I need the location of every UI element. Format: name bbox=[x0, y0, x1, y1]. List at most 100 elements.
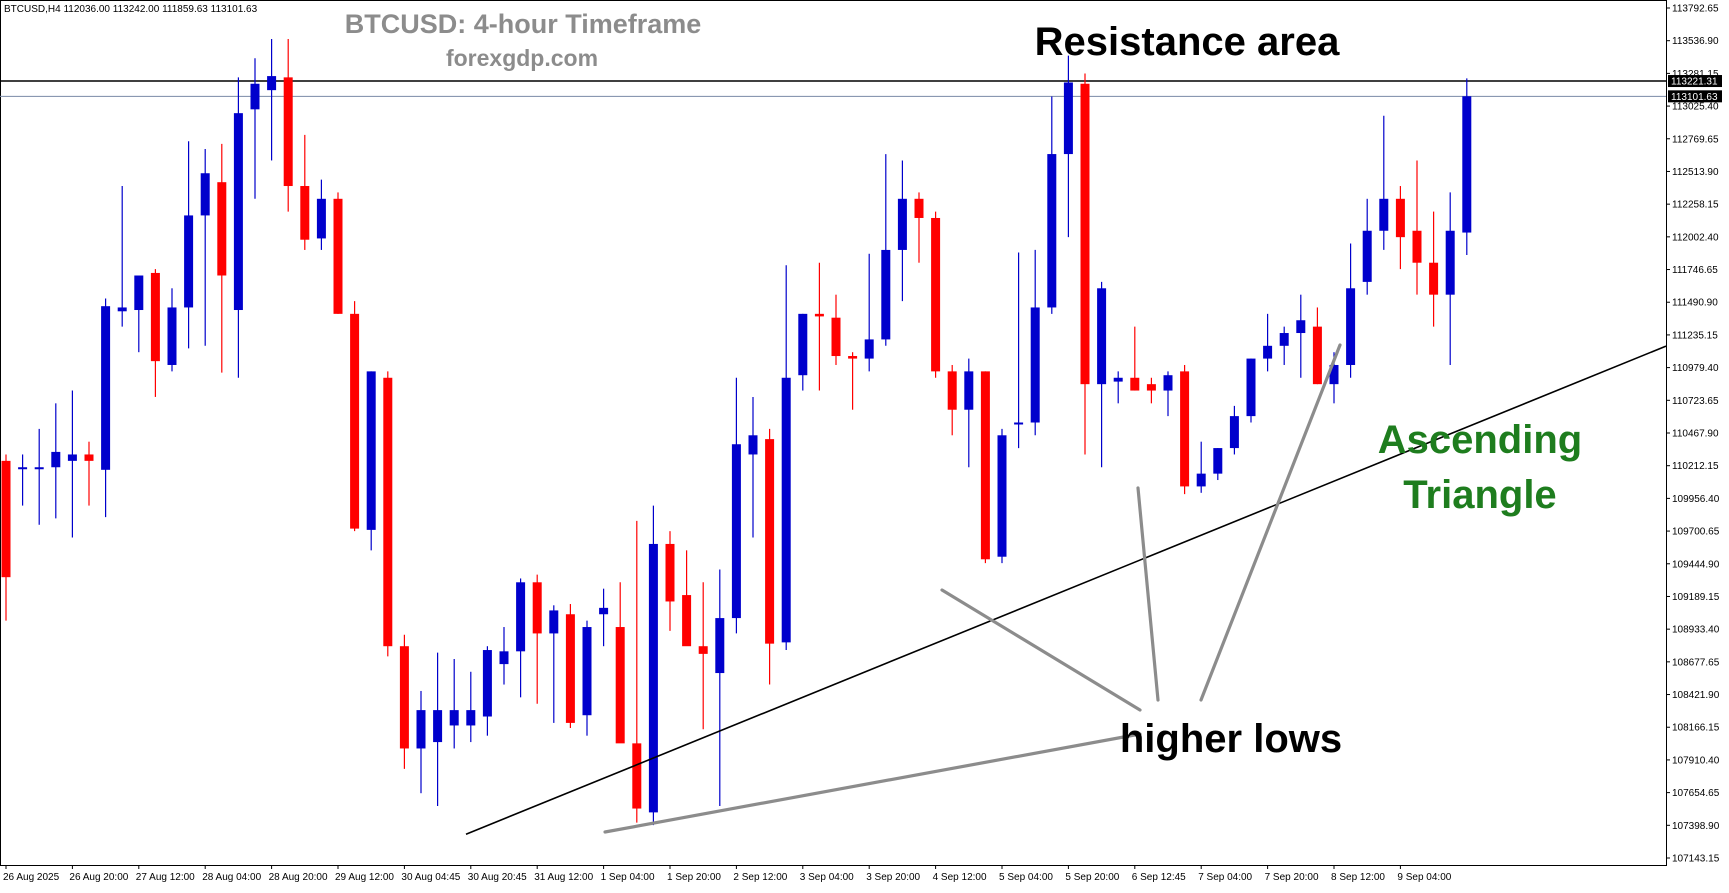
y-tick-label: 110979.40 bbox=[1672, 363, 1719, 374]
candle-body bbox=[931, 217, 941, 372]
candle bbox=[665, 531, 675, 631]
candle-body bbox=[1312, 326, 1322, 385]
candle bbox=[549, 605, 559, 723]
candle-body bbox=[1279, 333, 1289, 346]
candle-body bbox=[433, 710, 443, 743]
candle bbox=[731, 377, 741, 634]
candle bbox=[1429, 211, 1439, 327]
candle bbox=[84, 441, 94, 506]
candle bbox=[1047, 96, 1057, 314]
candle-body bbox=[582, 627, 592, 716]
candle-body bbox=[1047, 154, 1057, 308]
candle-body bbox=[1030, 307, 1040, 423]
candle-body bbox=[51, 451, 61, 468]
candle bbox=[250, 58, 260, 199]
callout-line bbox=[1199, 343, 1342, 702]
candle bbox=[914, 192, 924, 263]
x-tick-label: 26 Aug 20:00 bbox=[69, 872, 128, 883]
candle-body bbox=[300, 186, 310, 240]
candle-body bbox=[1296, 320, 1306, 334]
candle-body bbox=[350, 313, 360, 529]
candle-body bbox=[283, 77, 293, 187]
candle-body bbox=[947, 371, 957, 410]
candle-body bbox=[1163, 375, 1173, 391]
y-tick-label: 108677.65 bbox=[1672, 657, 1720, 668]
candle-body bbox=[1445, 230, 1455, 295]
y-tick-label: 108166.15 bbox=[1672, 723, 1720, 734]
trendline-group bbox=[465, 345, 1667, 835]
candle bbox=[765, 428, 775, 685]
candle bbox=[648, 505, 658, 826]
y-tick-label: 110467.90 bbox=[1672, 429, 1719, 440]
candle-body bbox=[1213, 448, 1223, 474]
candle bbox=[134, 275, 144, 353]
candle-body bbox=[1113, 377, 1123, 382]
candle bbox=[1346, 243, 1356, 378]
y-tick-label: 110212.15 bbox=[1672, 461, 1719, 472]
candle bbox=[532, 574, 542, 704]
candle bbox=[1097, 281, 1107, 468]
current-price-label-bg bbox=[1668, 90, 1722, 103]
y-tick-label: 112769.65 bbox=[1672, 134, 1719, 145]
candle-body bbox=[333, 198, 343, 314]
x-tick-label: 29 Aug 12:00 bbox=[335, 872, 394, 883]
candle-body bbox=[516, 582, 526, 652]
candle bbox=[350, 301, 360, 532]
candle-body bbox=[1097, 288, 1107, 385]
candle-body bbox=[914, 198, 924, 218]
y-tick-label: 107398.90 bbox=[1672, 821, 1720, 832]
x-tick-label: 27 Aug 12:00 bbox=[136, 872, 195, 883]
higher-lows-callout-lines bbox=[603, 343, 1342, 834]
y-tick-label: 113281.15 bbox=[1672, 69, 1719, 80]
candle-body bbox=[1346, 288, 1356, 365]
candle bbox=[1362, 198, 1372, 295]
candle bbox=[217, 143, 227, 373]
candle-body bbox=[897, 198, 907, 250]
candle bbox=[715, 569, 725, 806]
y-tick-label: 108421.90 bbox=[1672, 690, 1720, 701]
candle-body bbox=[250, 83, 260, 110]
y-axis: 113792.65 113536.90 113281.15 113025.40 1127… bbox=[1666, 4, 1720, 865]
candle bbox=[1395, 186, 1405, 270]
pattern-label-line2: Triangle bbox=[1403, 473, 1556, 517]
candle bbox=[897, 160, 907, 302]
candle-body bbox=[781, 377, 791, 643]
candle-body bbox=[1462, 96, 1472, 233]
candle-body bbox=[532, 582, 542, 634]
y-tick-label: 112258.15 bbox=[1672, 200, 1719, 211]
candle-body bbox=[167, 307, 177, 365]
candle-body bbox=[698, 646, 708, 654]
resistance-price-label: 113221.31 bbox=[1668, 75, 1722, 88]
x-tick-label: 26 Aug 2025 bbox=[3, 872, 60, 883]
resistance-area-label: Resistance area bbox=[1035, 20, 1340, 64]
candle bbox=[167, 288, 177, 372]
candle bbox=[881, 154, 891, 346]
candle bbox=[433, 652, 443, 806]
candle bbox=[1312, 307, 1322, 385]
y-tick-label: 109700.65 bbox=[1672, 527, 1720, 538]
candle bbox=[1014, 252, 1024, 449]
candle-body bbox=[1130, 377, 1140, 391]
candle-body bbox=[233, 113, 243, 311]
candle-body bbox=[150, 272, 160, 362]
y-tick-label: 107910.40 bbox=[1672, 755, 1720, 766]
candle bbox=[864, 253, 874, 372]
x-tick-label: 3 Sep 20:00 bbox=[866, 872, 920, 883]
resistance-price-label-text: 113221.31 bbox=[1671, 77, 1718, 88]
x-tick-label: 8 Sep 12:00 bbox=[1331, 872, 1385, 883]
candle bbox=[964, 358, 974, 468]
x-tick-label: 28 Aug 04:00 bbox=[202, 872, 261, 883]
x-tick-label: 9 Sep 04:00 bbox=[1397, 872, 1451, 883]
x-tick-label: 6 Sep 12:45 bbox=[1132, 872, 1186, 883]
candle-body bbox=[549, 610, 559, 634]
x-tick-label: 5 Sep 20:00 bbox=[1065, 872, 1119, 883]
x-axis: 26 Aug 2025 26 Aug 20:00 27 Aug 12:00 28 Au… bbox=[3, 865, 1452, 883]
y-tick-label: 112002.40 bbox=[1672, 232, 1719, 243]
candle bbox=[499, 627, 509, 685]
candle bbox=[615, 582, 625, 744]
candle bbox=[399, 634, 409, 769]
candle bbox=[1196, 441, 1206, 493]
candle bbox=[599, 588, 609, 647]
candle-body bbox=[731, 444, 741, 619]
candle-body bbox=[416, 710, 426, 749]
